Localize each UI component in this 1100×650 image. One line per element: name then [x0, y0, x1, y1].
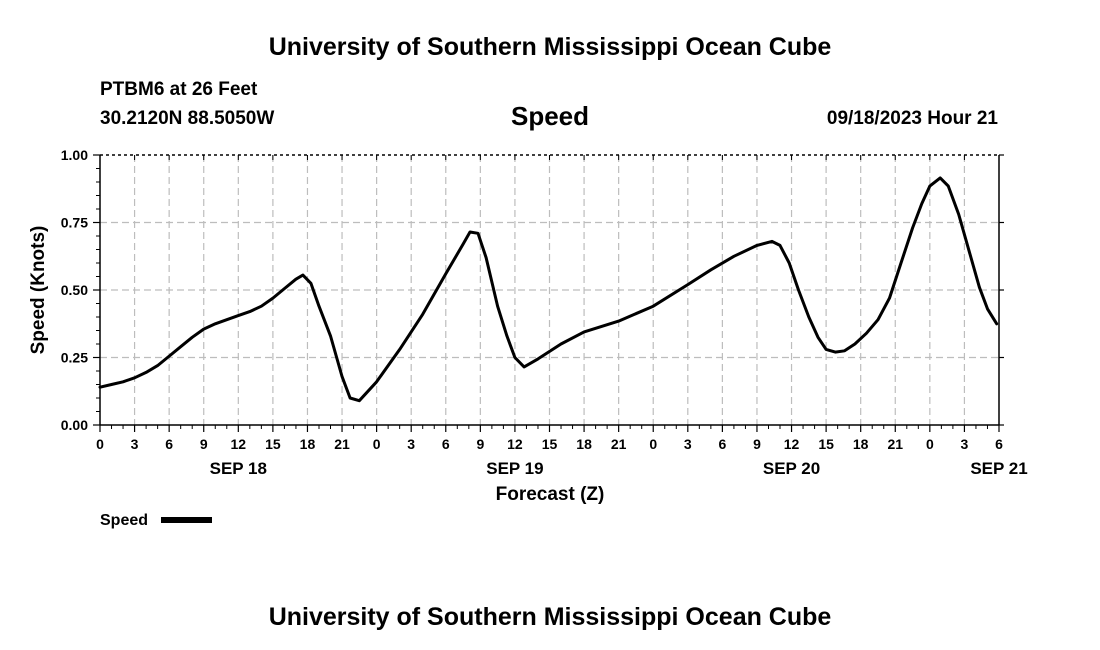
x-tick-label: 9 [476, 436, 484, 452]
speed-series-line [98, 176, 999, 403]
labels-layer: 0 3 6 9 12 15 18 21 0 3 6 9 12 15 18 21 0 3 6 9 12 15 18 21 0 3 6 0… [61, 147, 1028, 478]
x-tick-label: 12 [507, 436, 523, 452]
date-label: SEP 19 [486, 459, 543, 478]
footer-title: University of Southern Mississippi Ocean… [269, 603, 832, 631]
page-title: University of Southern Mississippi Ocean… [269, 33, 832, 61]
y-tick-label: 0.50 [61, 282, 88, 298]
x-tick-label: 21 [611, 436, 627, 452]
x-tick-label: 15 [265, 436, 281, 452]
y-tick-label: 1.00 [61, 147, 88, 163]
legend: Speed [100, 512, 212, 529]
x-tick-label: 6 [165, 436, 173, 452]
x-tick-label: 3 [407, 436, 415, 452]
x-tick-label: 12 [231, 436, 247, 452]
x-tick-label: 0 [649, 436, 657, 452]
x-tick-label: 3 [131, 436, 139, 452]
x-tick-label: 12 [784, 436, 800, 452]
x-tick-label: 3 [684, 436, 692, 452]
date-label: SEP 21 [970, 459, 1027, 478]
date-label: SEP 20 [763, 459, 820, 478]
x-tick-label: 15 [818, 436, 834, 452]
y-tick-label: 0.00 [61, 417, 88, 433]
x-axis-title: Forecast (Z) [496, 484, 605, 505]
x-tick-label: 18 [853, 436, 869, 452]
x-tick-label: 18 [576, 436, 592, 452]
chart-title: Speed [511, 101, 589, 131]
x-tick-label: 0 [926, 436, 934, 452]
datetime-label: 09/18/2023 Hour 21 [827, 108, 999, 129]
y-tick-label: 0.25 [61, 350, 88, 366]
x-tick-label: 6 [442, 436, 450, 452]
y-tick-label: 0.75 [61, 215, 88, 231]
x-tick-label: 21 [334, 436, 350, 452]
x-tick-label: 6 [995, 436, 1003, 452]
x-tick-label: 18 [300, 436, 316, 452]
grid-layer [100, 155, 999, 425]
axis-layer [93, 154, 1004, 432]
y-axis-title: Speed (Knots) [28, 226, 49, 355]
x-tick-label: 9 [200, 436, 208, 452]
x-tick-label: 9 [753, 436, 761, 452]
location-label: 30.2120N 88.5050W [100, 108, 274, 129]
x-tick-label: 0 [373, 436, 381, 452]
series-layer [98, 176, 999, 403]
date-label: SEP 18 [210, 459, 267, 478]
station-label: PTBM6 at 26 Feet [100, 79, 258, 100]
x-tick-label: 3 [961, 436, 969, 452]
x-tick-label: 6 [718, 436, 726, 452]
legend-label: Speed [100, 512, 148, 529]
x-tick-label: 15 [542, 436, 558, 452]
legend-swatch [161, 517, 212, 523]
x-tick-label: 0 [96, 436, 104, 452]
x-tick-label: 21 [887, 436, 903, 452]
